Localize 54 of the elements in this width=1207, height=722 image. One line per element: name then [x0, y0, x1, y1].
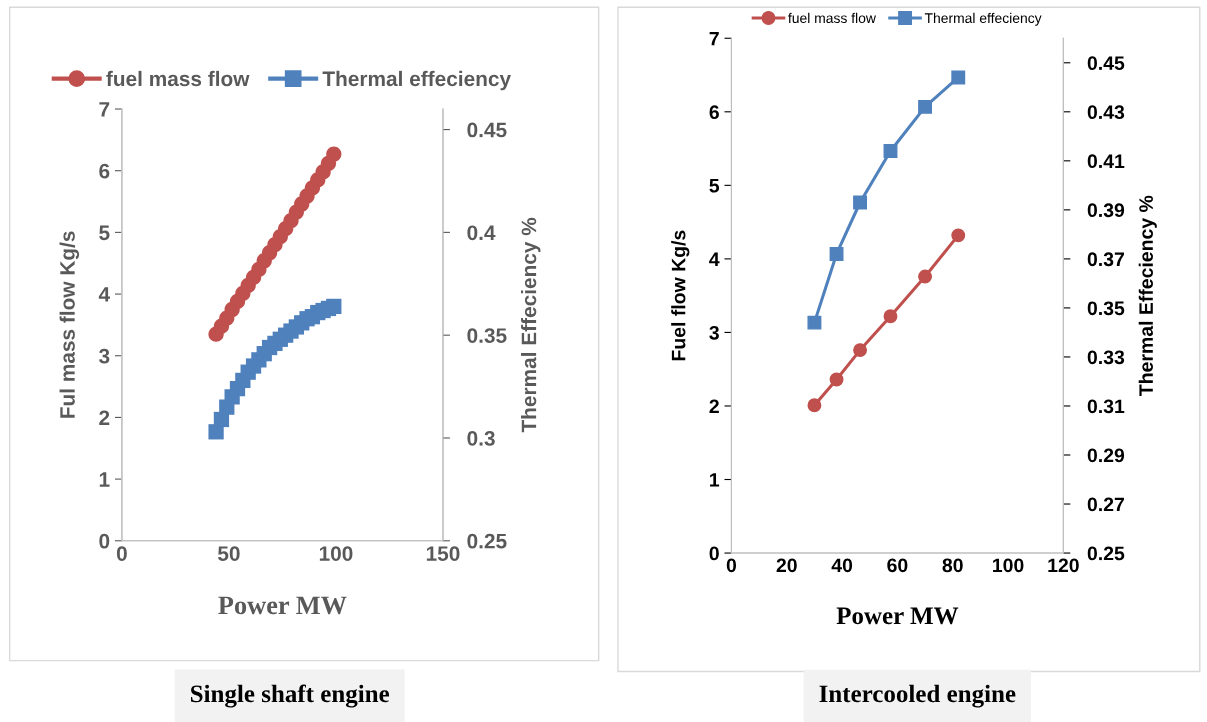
y2-tick-label: 0.25 [1087, 546, 1125, 561]
y-tick-label: 7 [709, 31, 719, 46]
x-tick-label: 0 [726, 558, 737, 573]
y2-tick-label: 0.43 [1087, 105, 1125, 120]
y-tick-label: 6 [99, 163, 110, 179]
y2-tick-label: 0.37 [1087, 252, 1124, 267]
y-axis-title: Fuel flow Kg/s [671, 230, 690, 361]
y2-tick-label: 0.4 [467, 225, 496, 241]
y-tick-label: 3 [709, 325, 719, 340]
y2-tick-label: 0.39 [1087, 203, 1125, 218]
y2-axis-title: Thermal Effeciency % [521, 217, 541, 433]
text: Single shaft engine [191, 684, 390, 708]
y2-tick-label: 0.35 [467, 328, 507, 343]
y2-tick-label: 0.33 [1087, 350, 1125, 365]
y2-axis-title: Thermal Effeciency % [1138, 195, 1157, 396]
y-tick-label: 7 [99, 102, 110, 117]
y2-tick-label: 0.27 [1087, 497, 1124, 512]
y-tick-label: 5 [709, 179, 720, 193]
y-tick-label: 4 [709, 252, 720, 266]
y2-tick-label: 0.3 [467, 430, 495, 446]
x-tick-label: 60 [887, 558, 908, 573]
y2-tick-label: 0.41 [1087, 154, 1125, 169]
y2-tick-label: 0.29 [1087, 448, 1125, 463]
y-tick-label: 1 [710, 473, 720, 487]
legend-label: Thermal effeciency [924, 12, 1042, 26]
y-axis-title: Ful mass flow Kg/s [59, 231, 80, 418]
y-tick-label: 2 [99, 410, 110, 425]
x-tick-label: 50 [217, 546, 240, 561]
y2-tick-label: 0.45 [467, 122, 507, 138]
y2-tick-label: 0.25 [467, 533, 507, 549]
y-tick-label: 6 [709, 105, 719, 120]
y2-tick-label: 0.31 [1087, 399, 1125, 414]
x-tick-label: 80 [942, 558, 963, 573]
x-tick-label: 100 [993, 558, 1024, 573]
x-axis-title: Power MW [836, 607, 959, 625]
legend-label: Thermal effeciency [322, 70, 511, 91]
x-tick-label: 150 [426, 546, 460, 561]
text: Intercooled engine [819, 684, 1016, 708]
y-tick-label: 1 [99, 472, 110, 487]
x-tick-label: 0 [116, 546, 127, 561]
x-tick-label: 40 [831, 558, 853, 573]
legend-label: fuel mass flow [106, 70, 250, 87]
y-tick-label: 3 [98, 348, 110, 364]
y-tick-label: 4 [98, 287, 110, 302]
y2-tick-label: 0.45 [1087, 56, 1125, 71]
x-tick-label: 20 [776, 558, 797, 573]
y-tick-label: 0 [99, 533, 110, 549]
x-axis-title: Power MW [218, 596, 347, 615]
x-tick-label: 100 [319, 546, 353, 561]
y2-tick-label: 0.35 [1087, 301, 1125, 316]
x-tick-label: 120 [1048, 558, 1079, 573]
y-tick-label: 2 [709, 399, 719, 414]
legend-label: fuel mass flow [788, 12, 876, 24]
y-tick-label: 5 [99, 225, 110, 241]
